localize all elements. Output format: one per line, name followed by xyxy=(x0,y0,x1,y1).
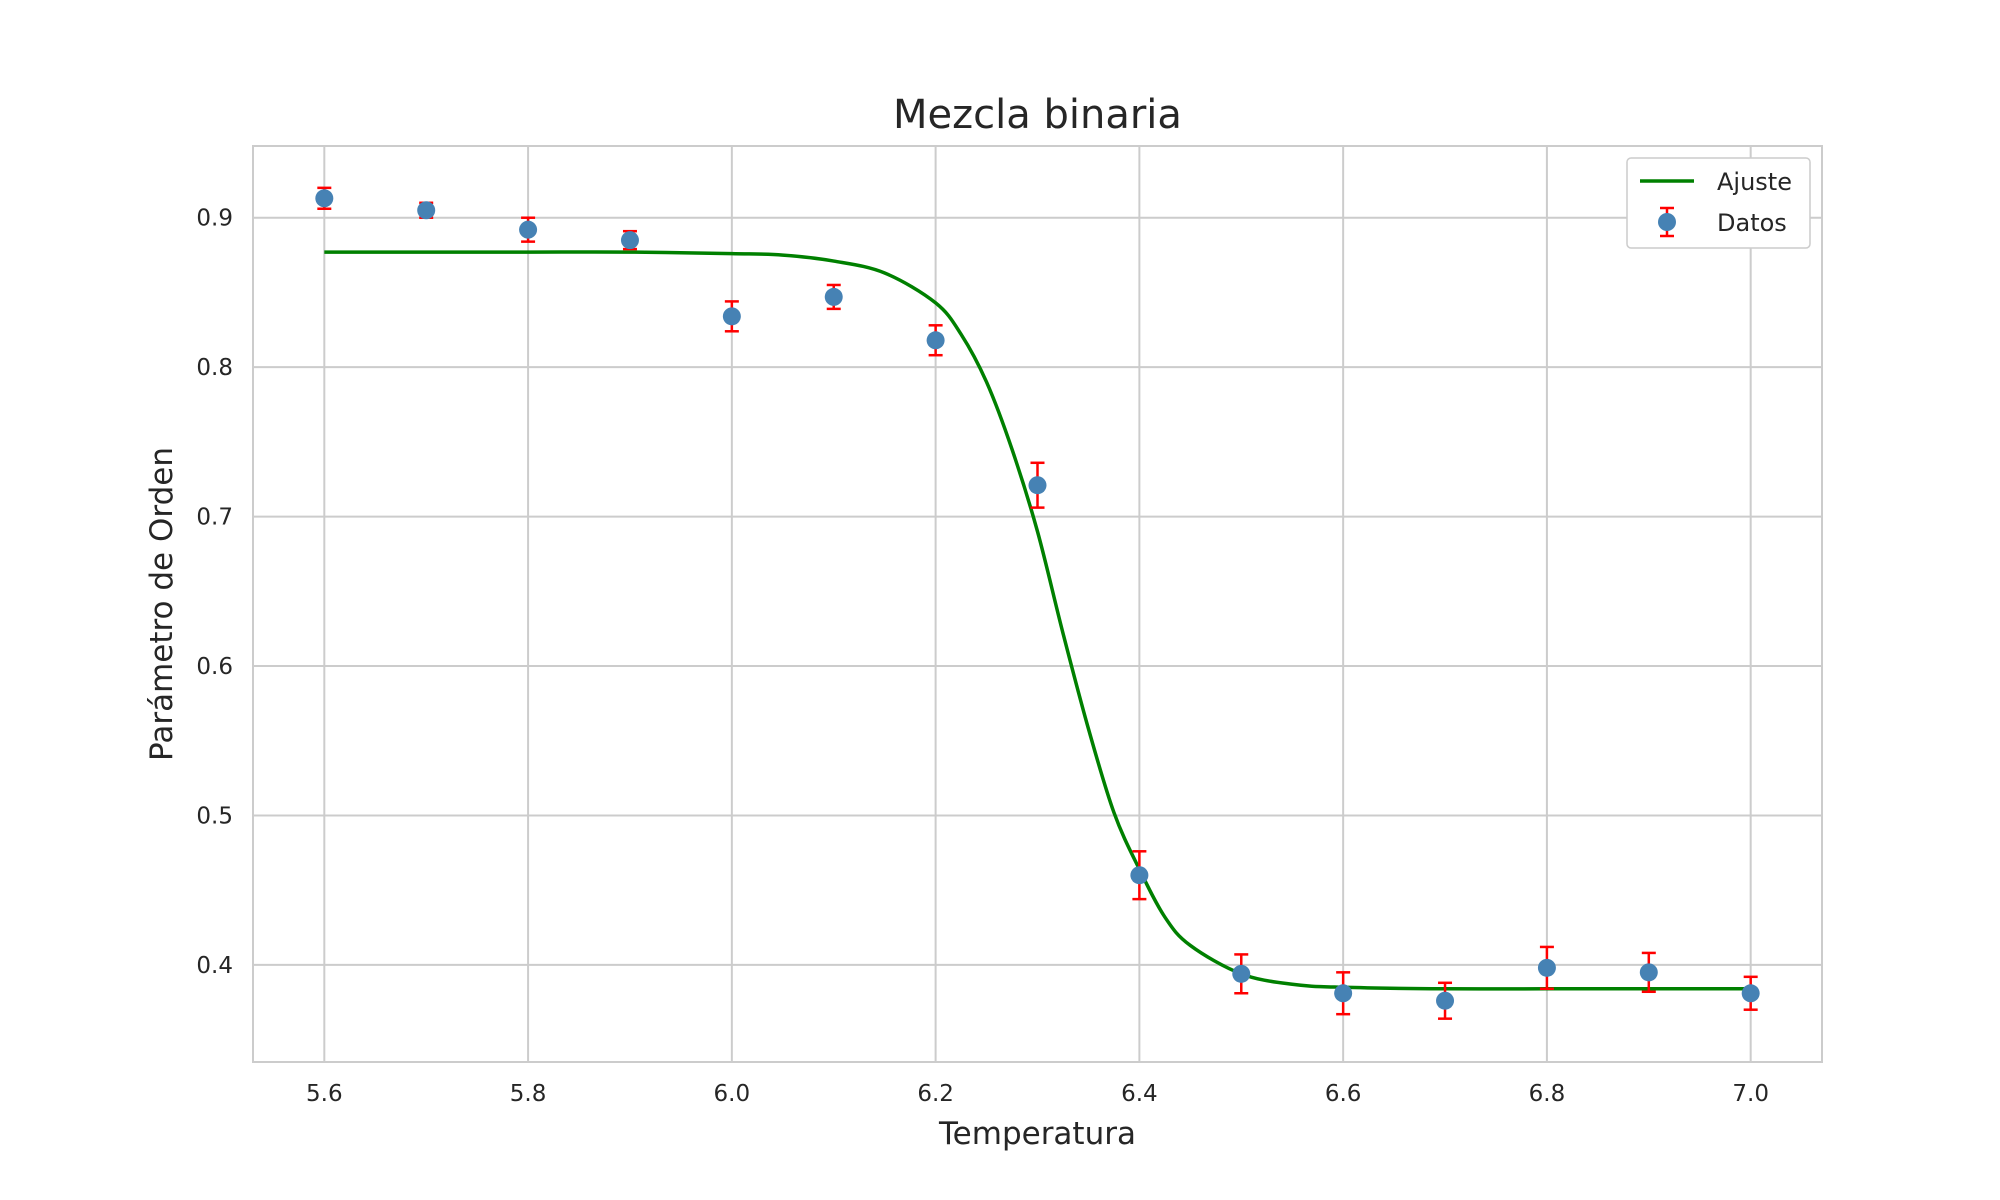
x-tick-label: 6.6 xyxy=(1325,1081,1362,1107)
data-point xyxy=(722,300,741,333)
y-tick-label: 0.7 xyxy=(196,505,233,531)
series-layer xyxy=(315,186,1760,1020)
x-tick-label: 6.4 xyxy=(1121,1081,1158,1107)
data-point xyxy=(1741,975,1760,1011)
data-marker xyxy=(315,189,334,208)
legend: Ajuste Datos xyxy=(1626,157,1811,249)
x-tick-label: 6.8 xyxy=(1529,1081,1566,1107)
data-marker xyxy=(1028,476,1047,495)
data-point xyxy=(1232,953,1251,995)
data-marker xyxy=(519,220,538,239)
chart-title: Mezcla binaria xyxy=(893,92,1182,138)
data-marker xyxy=(1130,866,1149,885)
x-tick-label: 7.0 xyxy=(1732,1081,1769,1107)
data-marker xyxy=(1639,963,1658,982)
x-axis-label: Temperatura xyxy=(938,1116,1136,1152)
data-marker xyxy=(1334,984,1353,1003)
y-tick-label: 0.6 xyxy=(196,654,233,680)
data-point xyxy=(1537,945,1556,991)
data-marker xyxy=(722,307,741,326)
data-point xyxy=(1639,951,1658,994)
y-tick-label: 0.8 xyxy=(196,355,233,381)
y-tick-label: 0.9 xyxy=(196,206,233,232)
data-marker xyxy=(620,231,639,250)
legend-marker-swatch xyxy=(1658,213,1676,231)
data-marker xyxy=(1232,964,1251,983)
x-tick-label: 5.6 xyxy=(306,1081,343,1107)
y-axis-label: Parámetro de Orden xyxy=(144,447,180,761)
plot-frame xyxy=(252,145,1823,1063)
y-axis-ticks: 0.4 0.5 0.6 0.7 0.8 0.9 xyxy=(196,206,233,979)
legend-label-datos: Datos xyxy=(1717,209,1787,237)
data-marker xyxy=(417,201,436,220)
data-marker xyxy=(824,287,843,306)
data-marker xyxy=(926,331,945,350)
fit-line-ajuste xyxy=(324,250,1751,991)
data-point xyxy=(1028,461,1047,509)
x-tick-label: 6.2 xyxy=(917,1081,954,1107)
plot-area xyxy=(253,146,1822,1062)
data-marker xyxy=(1537,958,1556,977)
legend-label-ajuste: Ajuste xyxy=(1717,168,1792,196)
data-point xyxy=(926,324,945,357)
data-point xyxy=(824,283,843,311)
data-point xyxy=(620,229,639,251)
y-tick-label: 0.4 xyxy=(196,953,233,979)
data-marker xyxy=(1436,991,1455,1010)
data-point xyxy=(519,216,538,243)
grid xyxy=(253,146,1822,1062)
data-point xyxy=(1334,971,1353,1016)
data-point xyxy=(315,186,334,211)
x-axis-ticks: 5.6 5.8 6.0 6.2 6.4 6.6 6.8 7.0 xyxy=(306,1081,1769,1107)
x-tick-label: 5.8 xyxy=(510,1081,547,1107)
x-tick-label: 6.0 xyxy=(714,1081,751,1107)
data-point xyxy=(1436,981,1455,1020)
data-point xyxy=(417,201,436,220)
y-tick-label: 0.5 xyxy=(196,803,233,829)
data-point xyxy=(1130,850,1149,901)
data-marker xyxy=(1741,984,1760,1003)
